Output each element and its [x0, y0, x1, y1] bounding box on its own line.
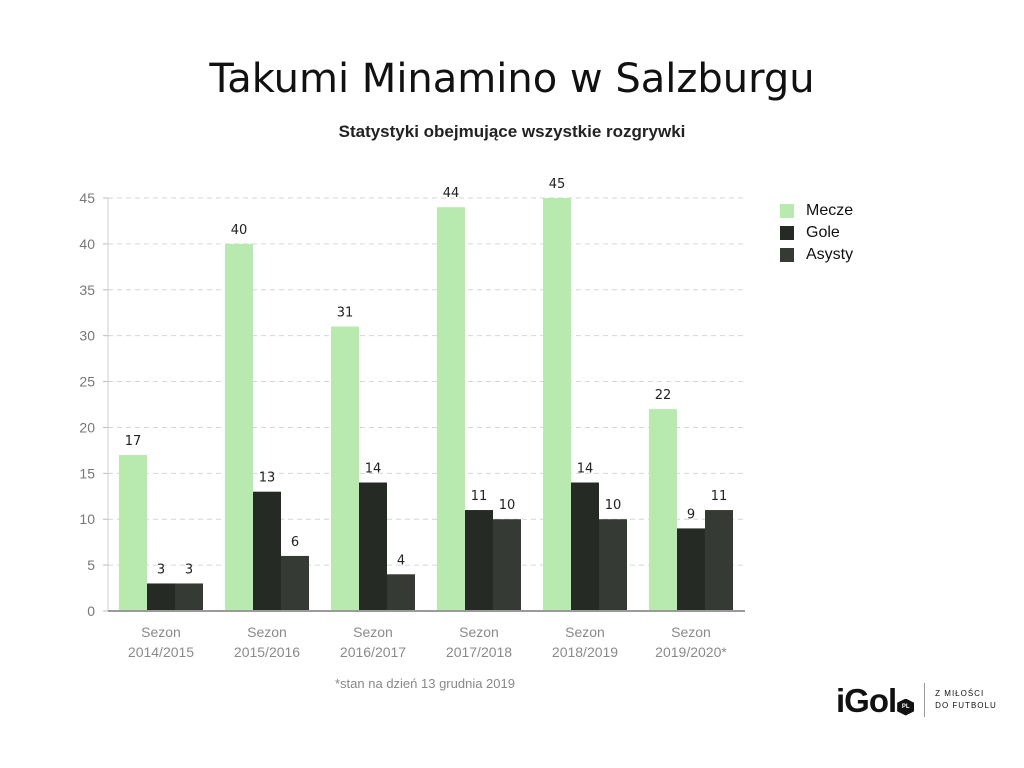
bar-gole [465, 510, 493, 611]
logo-tagline-line2: DO FUTBOLU [935, 701, 997, 710]
data-label-asysty: 3 [185, 562, 193, 577]
bar-asysty [599, 519, 627, 611]
y-tick-label: 25 [79, 374, 95, 390]
data-label-asysty: 10 [499, 498, 516, 513]
data-label-asysty: 11 [711, 489, 728, 504]
bar-mecze [649, 409, 677, 611]
data-label-asysty: 4 [397, 553, 405, 568]
bar-asysty [705, 510, 733, 611]
y-tick-label: 10 [79, 511, 95, 527]
logo-tagline: Z MIŁOŚCI DO FUTBOLU [935, 688, 997, 712]
logo-badge: PL [897, 698, 915, 716]
data-label-gole: 14 [365, 462, 382, 477]
data-label-mecze: 40 [231, 223, 248, 238]
bar-asysty [387, 574, 415, 611]
logo-tagline-line1: Z MIŁOŚCI [935, 689, 985, 698]
y-tick-label: 5 [87, 557, 95, 573]
bar-asysty [493, 519, 521, 611]
legend-swatch-mecze [780, 204, 794, 218]
x-tick-label: Sezon [565, 624, 605, 640]
data-label-gole: 3 [157, 562, 165, 577]
legend-swatch-gole [780, 226, 794, 240]
x-tick-label: 2017/2018 [446, 644, 512, 660]
legend-swatch-asysty [780, 248, 794, 262]
logo-wordmark: iGol [836, 681, 897, 719]
y-tick-label: 0 [87, 603, 95, 619]
y-tick-label: 40 [79, 236, 95, 252]
bar-mecze [119, 454, 147, 611]
chart-subtitle: Statystyki obejmujące wszystkie rozgrywk… [338, 122, 686, 141]
chart-title: Takumi Minamino w Salzburgu [209, 56, 815, 102]
data-label-mecze: 22 [655, 388, 672, 403]
bar-asysty [281, 555, 309, 611]
bar-mecze [331, 326, 359, 611]
legend-label-gole: Gole [806, 224, 840, 241]
legend: Mecze Gole Asysty [780, 200, 853, 266]
logo-divider [924, 683, 926, 717]
data-label-gole: 13 [259, 471, 276, 486]
data-label-mecze: 45 [549, 177, 566, 192]
bar-mecze [437, 207, 465, 611]
x-tick-label: 2014/2015 [128, 644, 194, 660]
y-tick-label: 20 [79, 419, 95, 435]
bar-gole [147, 583, 175, 611]
bar-asysty [175, 583, 203, 611]
legend-item-gole: Gole [780, 222, 853, 244]
bar-gole [253, 491, 281, 611]
bar-mecze [543, 198, 571, 611]
legend-label-asysty: Asysty [806, 246, 854, 263]
data-label-gole: 11 [471, 489, 488, 504]
x-tick-label: Sezon [671, 624, 711, 640]
data-label-gole: 9 [687, 507, 695, 522]
data-label-mecze: 17 [125, 434, 142, 449]
data-label-mecze: 31 [337, 305, 354, 320]
bar-gole [359, 482, 387, 611]
x-tick-label: 2016/2017 [340, 644, 406, 660]
x-tick-label: Sezon [353, 624, 393, 640]
x-tick-label: 2019/2020* [655, 644, 727, 660]
data-label-asysty: 10 [605, 498, 622, 513]
y-tick-label: 35 [79, 282, 95, 298]
data-label-mecze: 44 [443, 186, 460, 201]
footnote: *stan na dzień 13 grudnia 2019 [335, 676, 515, 691]
x-tick-label: 2015/2016 [234, 644, 300, 660]
bar-mecze [225, 243, 253, 611]
legend-label-mecze: Mecze [806, 202, 854, 219]
bar-gole [677, 528, 705, 611]
legend-item-asysty: Asysty [780, 244, 853, 266]
y-tick-label: 45 [79, 190, 95, 206]
data-label-asysty: 6 [291, 535, 299, 550]
x-tick-label: Sezon [141, 624, 181, 640]
data-label-gole: 14 [577, 462, 594, 477]
y-tick-label: 15 [79, 465, 95, 481]
x-tick-label: Sezon [247, 624, 287, 640]
bar-gole [571, 482, 599, 611]
y-tick-label: 30 [79, 328, 95, 344]
x-tick-label: Sezon [459, 624, 499, 640]
x-tick-label: 2018/2019 [552, 644, 618, 660]
legend-item-mecze: Mecze [780, 200, 853, 222]
igol-logo: iGol PL Z MIŁOŚCI DO FUTBOLU [836, 683, 997, 717]
